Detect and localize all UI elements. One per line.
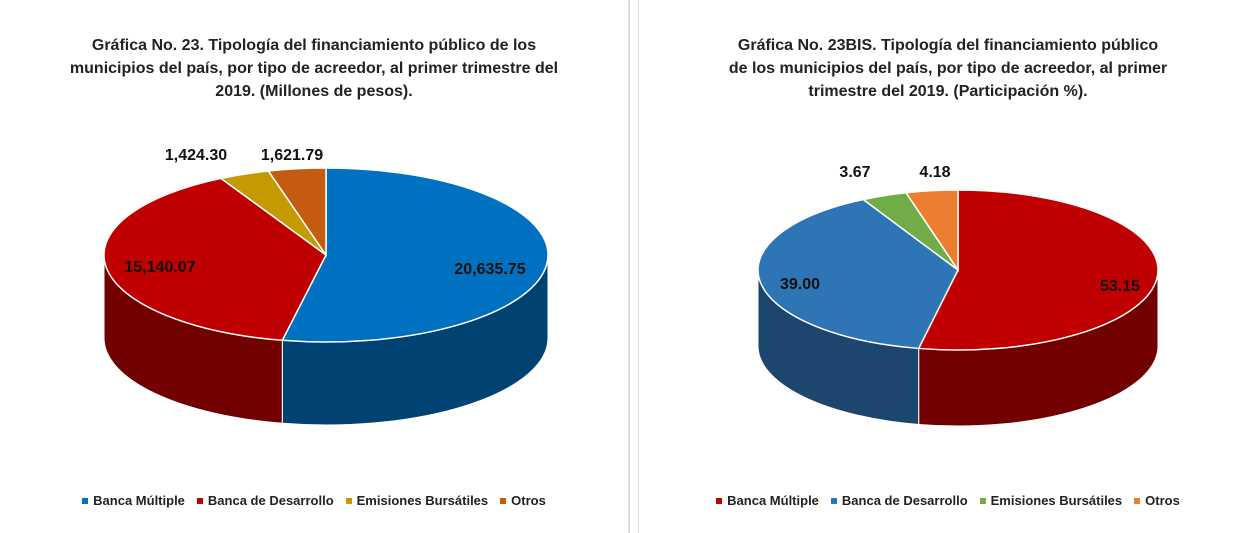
slice xyxy=(267,167,327,258)
data-label: 1,424.30 xyxy=(165,147,227,164)
chart-panel: 20,635.75 15,140.07 1,424.30 1,621.79 Gráfi… xyxy=(0,0,630,533)
legend-label: Otros xyxy=(1145,493,1180,508)
slice xyxy=(103,177,327,342)
legend-label: Emisiones Bursátiles xyxy=(990,493,1123,508)
legend-label: Banca de Desarrollo xyxy=(207,493,334,508)
chart: 20,635.75 15,140.07 1,424.30 1,621.79 xyxy=(103,147,549,426)
legend-marker xyxy=(979,497,986,504)
legend-item: Banca de Desarrollo xyxy=(830,493,968,508)
data-label: 39.00 xyxy=(780,276,820,293)
legend-marker xyxy=(500,497,507,504)
slice xyxy=(904,189,959,273)
data-label: 1,621.79 xyxy=(261,147,323,164)
slice xyxy=(757,198,959,350)
legend-item: Emisiones Bursátiles xyxy=(345,493,489,508)
legend-label: Banca de Desarrollo xyxy=(841,493,968,508)
legend-label: Banca Múltiple xyxy=(93,493,185,508)
slice xyxy=(281,167,549,343)
legend-marker xyxy=(345,497,352,504)
legend-marker xyxy=(196,497,203,504)
data-label: 20,635.75 xyxy=(454,261,525,278)
chart-title: Gráfica No. 23BIS. Tipología del financi… xyxy=(728,37,1168,100)
legend-item: Banca de Desarrollo xyxy=(196,493,334,508)
legend-label: Emisiones Bursátiles xyxy=(356,493,489,508)
legend-label: Banca Múltiple xyxy=(727,493,819,508)
chart: 53.15 39.00 3.67 4.18 xyxy=(757,164,1159,427)
legend-item: Banca Múltiple xyxy=(82,493,185,508)
legend-label: Otros xyxy=(511,493,546,508)
legend-marker xyxy=(82,497,89,504)
legend: Banca Múltiple Banca de Desarrollo Emision… xyxy=(639,493,1257,508)
legend-marker xyxy=(830,497,837,504)
legend-item: Otros xyxy=(1134,493,1180,508)
chart-title: Gráfica No. 23. Tipología del financiami… xyxy=(69,37,559,100)
legend-item: Banca Múltiple xyxy=(716,493,819,508)
legend-item: Otros xyxy=(500,493,546,508)
legend-marker xyxy=(716,497,723,504)
data-label: 15,140.07 xyxy=(124,259,195,276)
data-label: 3.67 xyxy=(839,164,870,181)
data-label: 4.18 xyxy=(919,164,950,181)
legend: Banca Múltiple Banca de Desarrollo Emision… xyxy=(0,493,628,508)
chart-panel: 53.15 39.00 3.67 4.18 Gráfica No. 23BIS. Ti… xyxy=(638,0,1257,533)
data-label: 53.15 xyxy=(1100,278,1140,295)
legend-marker xyxy=(1134,497,1141,504)
legend-item: Emisiones Bursátiles xyxy=(979,493,1123,508)
slice xyxy=(917,189,1159,351)
